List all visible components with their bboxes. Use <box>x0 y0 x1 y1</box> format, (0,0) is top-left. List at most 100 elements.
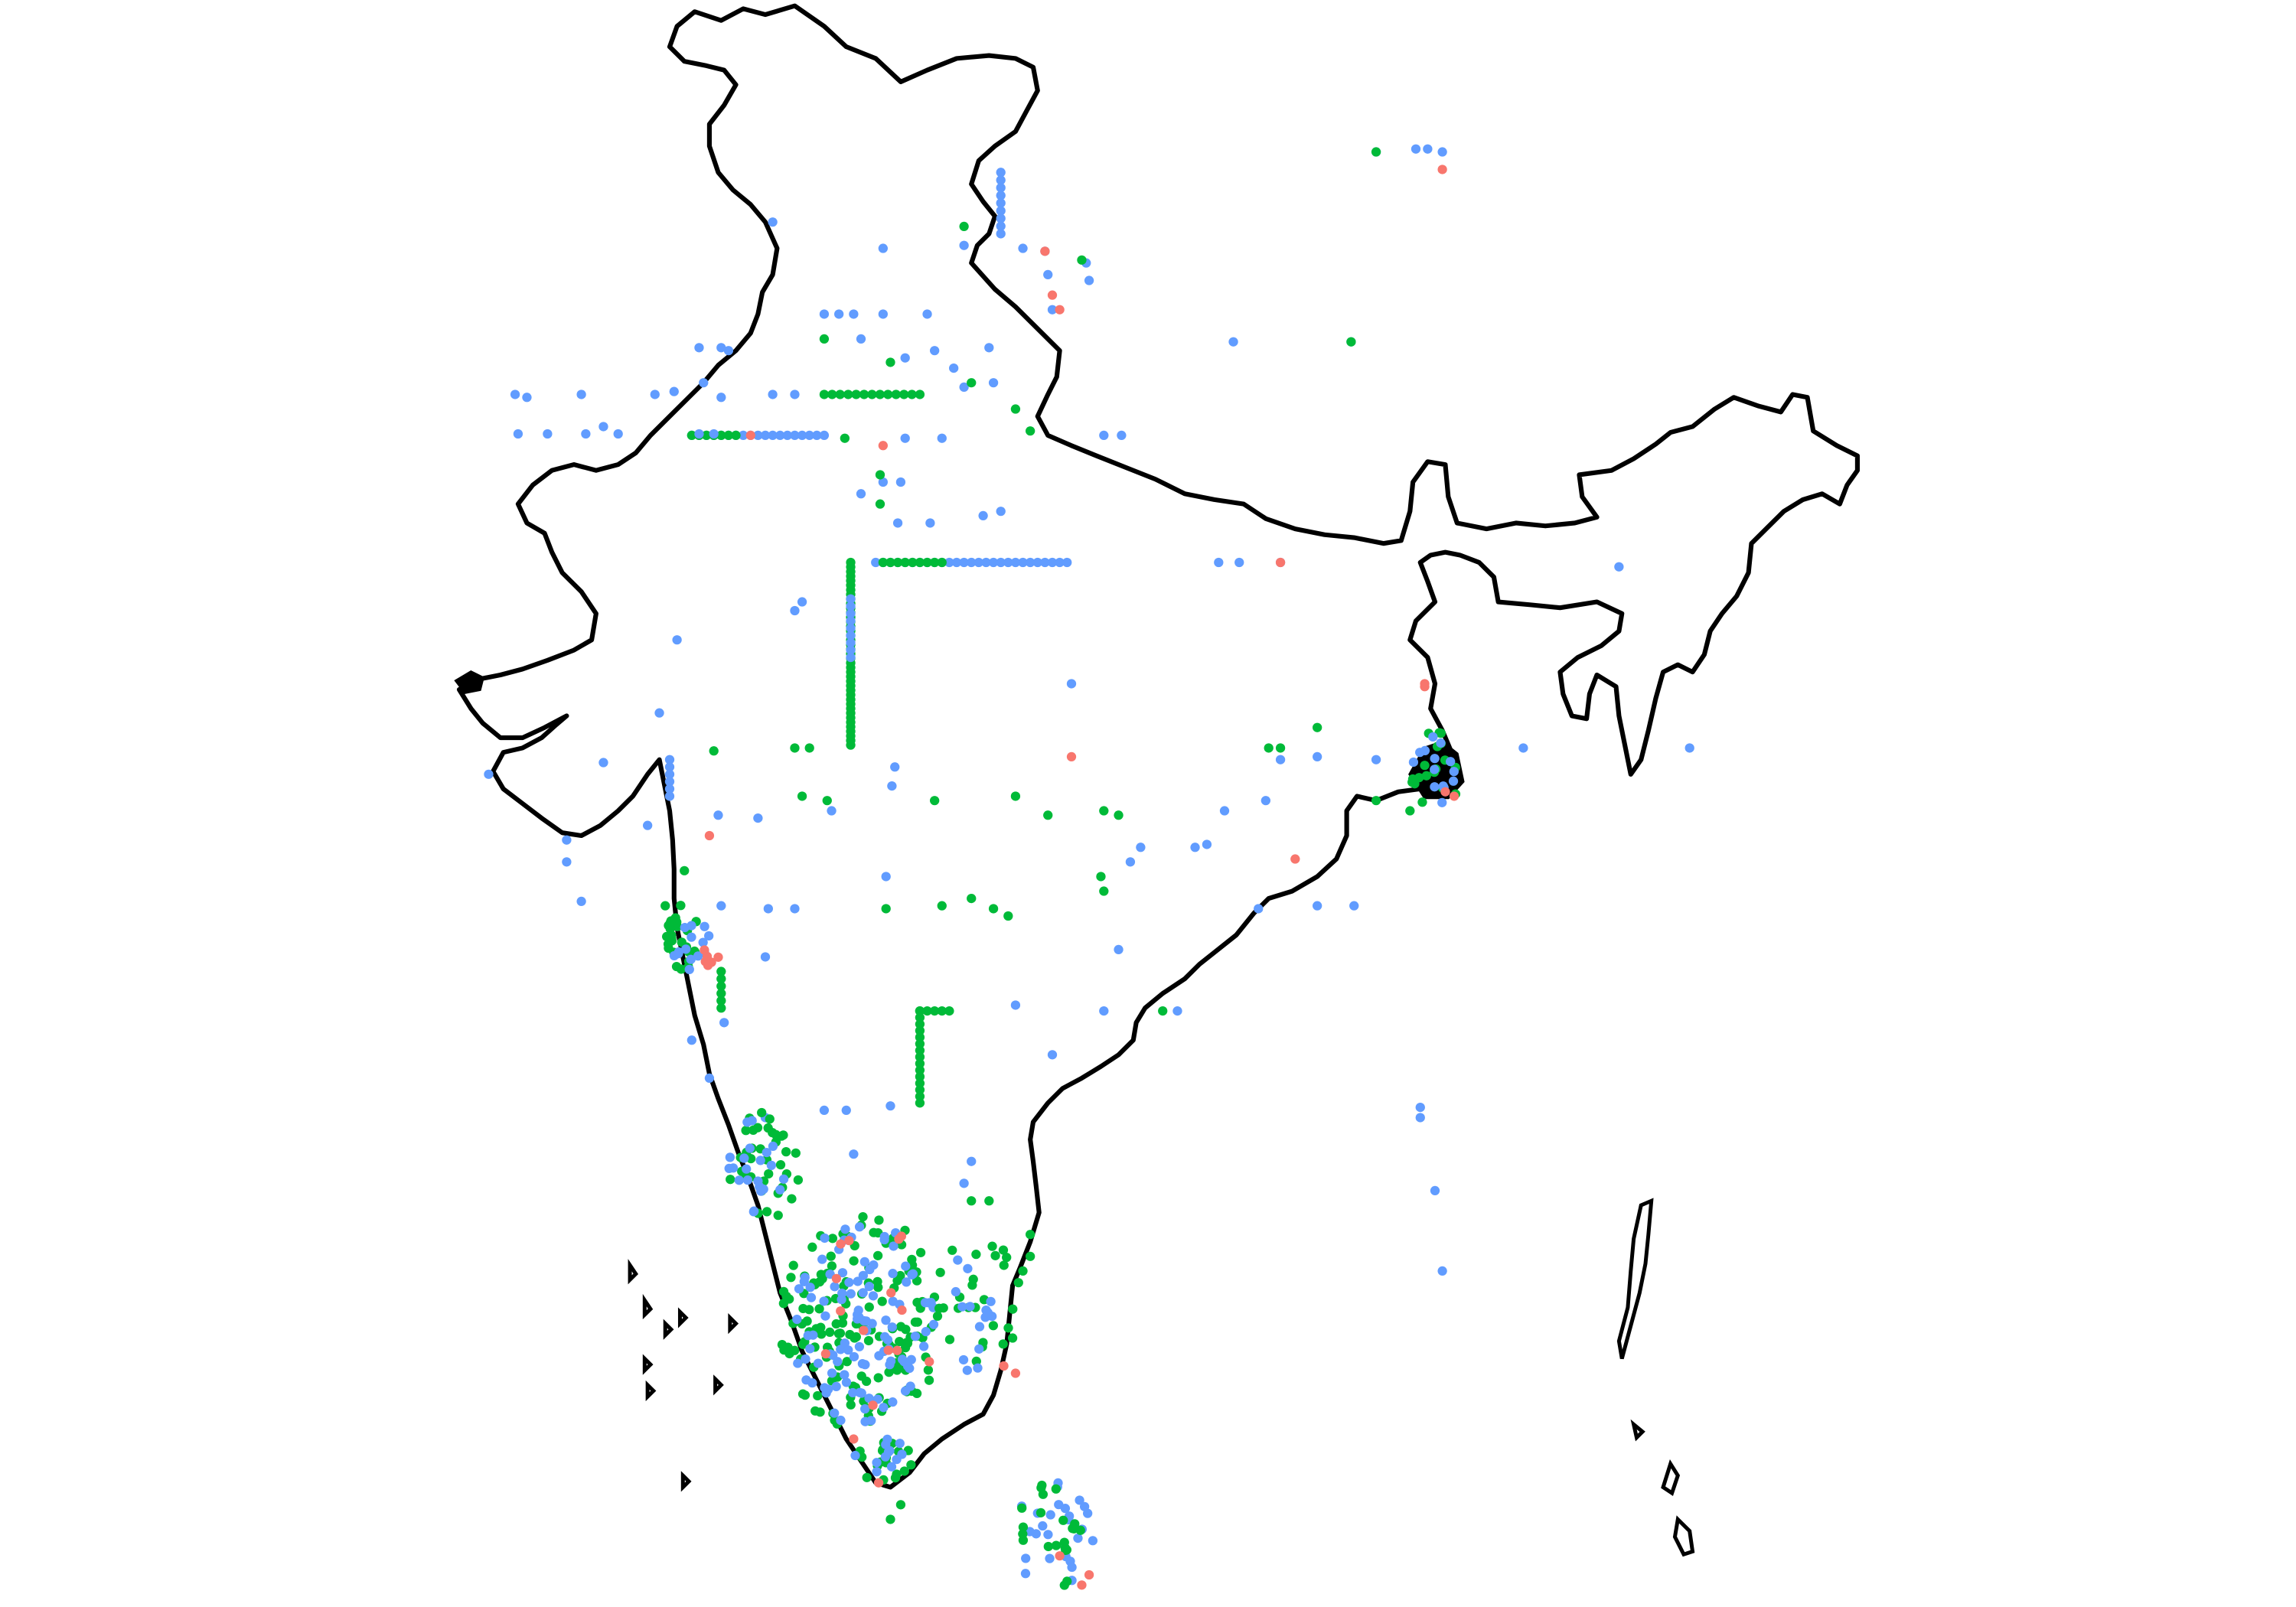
green-data-point <box>884 1367 894 1377</box>
blue-data-point <box>844 1277 854 1287</box>
green-data-point <box>833 1328 844 1338</box>
green-data-point <box>922 557 932 568</box>
blue-data-point <box>996 557 1006 568</box>
green-data-point <box>873 1373 883 1383</box>
blue-data-point <box>853 1314 863 1324</box>
blue-data-point <box>871 557 881 568</box>
green-data-point <box>1420 761 1430 771</box>
blue-data-point <box>1018 557 1028 568</box>
green-data-point <box>1018 1522 1029 1532</box>
blue-data-point <box>673 947 684 957</box>
red-data-point <box>700 945 709 955</box>
blue-data-point <box>988 557 999 568</box>
green-data-point <box>944 1335 955 1345</box>
green-data-point <box>1003 1323 1013 1333</box>
green-data-point <box>825 1327 835 1338</box>
blue-data-point <box>922 309 932 319</box>
blue-data-point <box>1254 904 1264 914</box>
green-data-point <box>701 430 712 441</box>
blue-data-point <box>841 1105 851 1116</box>
blue-data-point <box>850 1450 860 1461</box>
green-data-point <box>726 1175 735 1185</box>
blue-data-point <box>704 1073 715 1084</box>
blue-data-point <box>1026 557 1035 568</box>
blue-data-point <box>1430 782 1440 792</box>
green-data-point <box>915 1019 925 1029</box>
green-data-point <box>906 1460 916 1470</box>
blue-data-point <box>967 557 977 568</box>
blue-data-point <box>878 309 888 319</box>
green-data-point <box>783 1342 793 1352</box>
green-data-point <box>867 390 877 399</box>
blue-data-point <box>974 1344 984 1354</box>
green-data-point <box>665 924 675 934</box>
blue-data-point <box>739 430 748 441</box>
green-data-point <box>915 390 925 399</box>
blue-data-point <box>974 557 983 568</box>
red-data-point <box>868 1400 878 1410</box>
blue-data-point <box>1073 1533 1083 1543</box>
blue-data-point <box>959 382 969 393</box>
blue-data-point <box>836 1345 846 1354</box>
green-data-point <box>1077 255 1087 265</box>
green-data-point <box>827 1234 838 1244</box>
green-data-point <box>778 1299 789 1309</box>
blue-data-point <box>887 781 897 791</box>
green-data-point <box>999 1260 1009 1270</box>
blue-data-point <box>864 1282 874 1292</box>
blue-data-point <box>1275 755 1286 764</box>
green-data-point <box>851 390 861 399</box>
green-data-point <box>849 1256 859 1266</box>
blue-data-point <box>758 1184 768 1195</box>
green-data-point <box>915 1058 925 1068</box>
blue-data-point <box>856 489 866 499</box>
blue-data-point <box>886 1462 897 1472</box>
blue-data-point <box>1313 901 1322 911</box>
green-data-point <box>788 1260 798 1270</box>
green-data-point <box>1051 1540 1062 1550</box>
green-data-point <box>1002 1253 1012 1263</box>
blue-data-point <box>734 1175 744 1185</box>
blue-data-point <box>841 1377 852 1387</box>
blue-data-point <box>755 1156 765 1165</box>
blue-data-point <box>698 937 708 947</box>
red-data-point <box>844 1236 854 1246</box>
blue-data-point <box>1172 1006 1182 1016</box>
blue-data-point <box>963 1263 973 1273</box>
blue-data-point <box>753 430 763 441</box>
blue-data-point <box>742 1164 752 1174</box>
blue-data-point <box>543 429 553 439</box>
blue-data-point <box>846 616 856 626</box>
blue-data-point <box>1430 764 1440 774</box>
blue-data-point <box>1047 305 1058 315</box>
blue-data-point <box>1066 679 1077 689</box>
green-data-point <box>915 1012 925 1022</box>
green-data-point <box>863 1335 874 1346</box>
blue-data-point <box>723 346 734 356</box>
blue-data-point <box>872 1467 882 1477</box>
blue-data-point <box>879 1231 889 1242</box>
green-data-point <box>1059 1537 1069 1547</box>
blue-data-point <box>694 343 704 353</box>
blue-data-point <box>834 309 844 319</box>
green-data-point <box>915 1006 925 1016</box>
blue-data-point <box>831 1381 841 1392</box>
green-data-point <box>877 1296 887 1306</box>
green-data-point <box>773 1211 783 1221</box>
blue-data-point <box>883 1447 894 1457</box>
red-data-point <box>883 1345 893 1355</box>
green-data-point <box>798 1303 808 1314</box>
blue-data-point <box>849 1149 859 1159</box>
blue-data-point <box>1415 1102 1425 1113</box>
blue-data-point <box>790 390 800 399</box>
blue-data-point <box>805 1344 815 1354</box>
blue-data-point <box>921 1327 931 1337</box>
blue-data-point <box>978 510 988 521</box>
blue-data-point <box>836 1415 846 1426</box>
green-data-point <box>831 1319 841 1329</box>
blue-data-point <box>830 1282 840 1292</box>
green-data-point <box>1058 1515 1068 1525</box>
blue-data-point <box>957 1302 967 1312</box>
data-points-layer <box>484 144 1694 1590</box>
